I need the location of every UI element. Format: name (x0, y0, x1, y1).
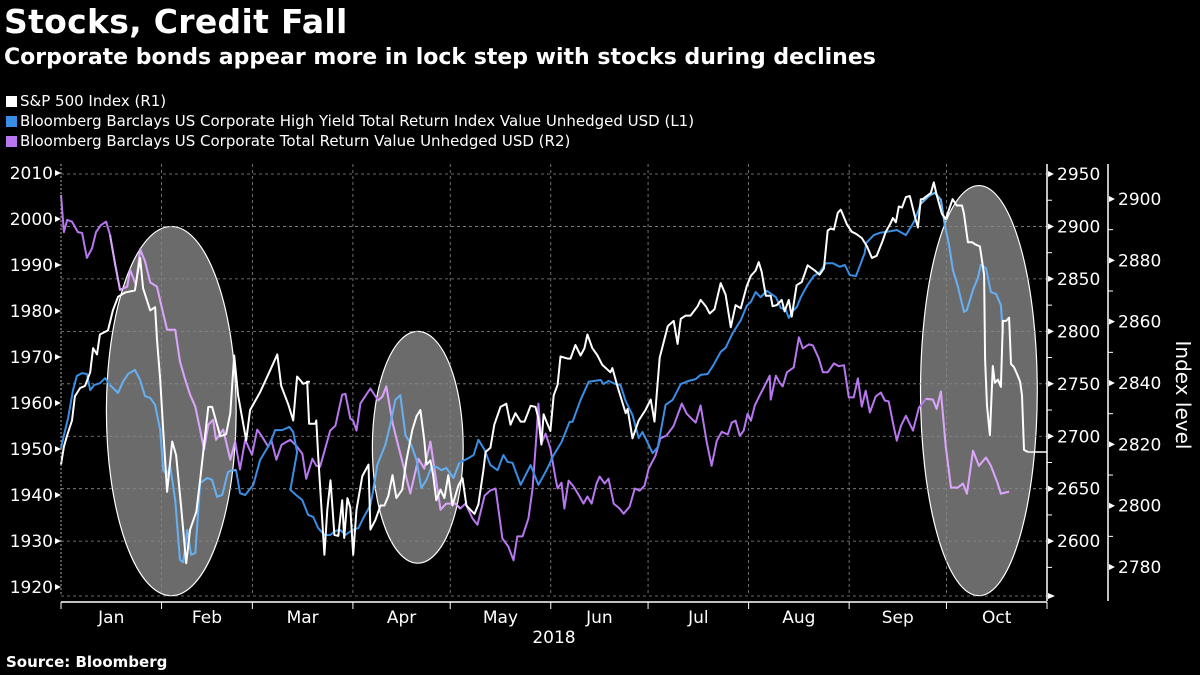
tick-arrow-R2 (1109, 564, 1115, 571)
tick-label-R1: 2750 (1057, 375, 1100, 395)
legend: S&P 500 Index (R1) Bloomberg Barclays US… (6, 91, 694, 151)
tick-label-R1: 2700 (1057, 427, 1100, 447)
tick-arrow-L1 (55, 262, 61, 268)
tick-label-R2: 2820 (1118, 435, 1161, 455)
series-line-R1 (60, 181, 1029, 565)
legend-item-ig: Bloomberg Barclays US Corporate Total Re… (6, 131, 694, 151)
tick-label-R2: 2800 (1118, 497, 1161, 517)
legend-swatch-ig (6, 135, 17, 147)
highlight-ellipse-october-selloff (919, 184, 1038, 597)
series-highlight-L1 (372, 394, 461, 491)
chart-title: Stocks, Credit Fall (4, 2, 348, 41)
series-lines (60, 181, 1047, 565)
x-tick-label: Jun (585, 608, 613, 628)
highlight-ellipse-late-jan-feb-selloff (105, 225, 237, 597)
x-axis-label: 2018 (532, 628, 575, 648)
x-tick-label: Jul (687, 608, 709, 628)
tick-label-R2: 2840 (1118, 374, 1161, 394)
tick-arrow-R1 (1048, 171, 1054, 177)
y-axis-label: Index level (1171, 341, 1195, 450)
tick-arrow-R2 (1109, 380, 1115, 387)
tick-label-R1: 2900 (1057, 217, 1100, 237)
tick-arrow-L1 (55, 170, 61, 176)
x-tick-label: Apr (387, 608, 416, 628)
legend-label-sp500: S&P 500 Index (R1) (20, 92, 167, 110)
x-tick-label: Jan (97, 608, 124, 628)
tick-arrow-L1 (55, 400, 61, 406)
tick-label-R1: 2950 (1057, 165, 1100, 185)
tick-label-L1: 2010 (10, 164, 53, 184)
tick-arrow-L1 (55, 354, 61, 360)
tick-arrow-L1 (55, 492, 61, 498)
legend-label-high-yield: Bloomberg Barclays US Corporate High Yie… (20, 112, 695, 130)
tick-arrow-L1 (55, 308, 61, 314)
source-note: Source: Bloomberg (6, 653, 168, 671)
tick-arrow-R2 (1109, 318, 1115, 325)
tick-label-L1: 2000 (10, 210, 53, 230)
tick-arrow-L1 (55, 446, 61, 452)
tick-label-L1: 1940 (10, 486, 53, 506)
legend-swatch-sp500 (6, 95, 17, 107)
tick-arrow-R1 (1048, 433, 1054, 440)
tick-arrow-R2 (1109, 196, 1115, 202)
x-tick-label: Feb (192, 608, 222, 628)
tick-arrow-R2 (1109, 257, 1115, 264)
legend-item-high-yield: Bloomberg Barclays US Corporate High Yie… (6, 111, 694, 131)
tick-arrow-L1 (55, 216, 61, 222)
legend-swatch-high-yield (6, 115, 17, 127)
legend-label-ig: Bloomberg Barclays US Corporate Total Re… (20, 132, 571, 150)
tick-arrow-L1 (55, 538, 61, 544)
tick-arrow-R2 (1109, 441, 1115, 448)
tick-label-L1: 1920 (10, 578, 53, 598)
series-highlight-R2 (925, 390, 1010, 495)
series-highlight-R2 (377, 385, 462, 511)
tick-label-R2: 2860 (1118, 313, 1161, 333)
x-tick-label: May (483, 608, 518, 628)
series-highlight-L1 (109, 368, 237, 564)
tick-label-R2: 2880 (1118, 251, 1161, 271)
tick-arrow-R2 (1109, 502, 1115, 509)
highlight-ellipses (105, 184, 1038, 597)
series-highlight-L1 (920, 191, 1004, 335)
tick-label-L1: 1960 (10, 394, 53, 414)
tick-label-R1: 2650 (1057, 480, 1100, 500)
tick-label-L1: 1980 (10, 302, 53, 322)
x-tick-label: Sep (882, 608, 914, 628)
axes: 1920 1930 1940 1950 1960 1970 1980 1990 2000 2010… (10, 164, 1161, 628)
tick-label-R2: 2900 (1118, 190, 1161, 210)
tick-label-R1: 2600 (1057, 532, 1100, 552)
x-tick-label: Aug (782, 608, 815, 628)
legend-item-sp500: S&P 500 Index (R1) (6, 91, 694, 111)
x-tick-label: Oct (982, 608, 1012, 628)
highlight-ellipse-march-april-selloff (371, 330, 464, 564)
tick-label-L1: 1950 (10, 440, 53, 460)
tick-label-R1: 2800 (1057, 322, 1100, 342)
tick-label-R1: 2850 (1057, 270, 1100, 290)
tick-label-L1: 1990 (10, 256, 53, 276)
tick-arrow-R1 (1048, 538, 1054, 545)
tick-label-L1: 1970 (10, 348, 53, 368)
tick-arrow-R1 (1048, 275, 1054, 282)
series-highlight-R2 (109, 234, 237, 461)
tick-arrow-R1 (1048, 380, 1054, 387)
tick-arrow-R1 (1048, 485, 1054, 492)
chart-subtitle: Corporate bonds appear more in lock step… (4, 45, 876, 70)
tick-arrow-L1 (55, 584, 61, 590)
tick-arrow-R1 (1048, 593, 1055, 599)
tick-arrow-R1 (1048, 328, 1054, 335)
tick-label-L1: 1930 (10, 532, 53, 552)
x-tick-label: Mar (287, 608, 319, 628)
tick-arrow-R1 (1048, 223, 1054, 230)
tick-label-R2: 2780 (1118, 558, 1161, 578)
